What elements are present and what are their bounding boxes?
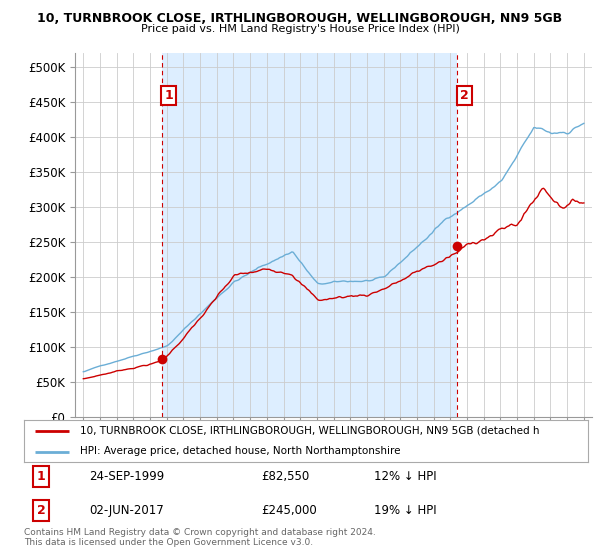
Text: 19% ↓ HPI: 19% ↓ HPI <box>374 504 436 517</box>
Text: £82,550: £82,550 <box>261 470 309 483</box>
Text: 2: 2 <box>460 88 469 102</box>
Text: 2: 2 <box>37 504 45 517</box>
Text: 10, TURNBROOK CLOSE, IRTHLINGBOROUGH, WELLINGBOROUGH, NN9 5GB: 10, TURNBROOK CLOSE, IRTHLINGBOROUGH, WE… <box>37 12 563 25</box>
Text: Price paid vs. HM Land Registry's House Price Index (HPI): Price paid vs. HM Land Registry's House … <box>140 24 460 34</box>
Text: 10, TURNBROOK CLOSE, IRTHLINGBOROUGH, WELLINGBOROUGH, NN9 5GB (detached h: 10, TURNBROOK CLOSE, IRTHLINGBOROUGH, WE… <box>80 426 540 436</box>
Text: £245,000: £245,000 <box>261 504 317 517</box>
Text: 1: 1 <box>164 88 173 102</box>
Text: 12% ↓ HPI: 12% ↓ HPI <box>374 470 436 483</box>
Text: Contains HM Land Registry data © Crown copyright and database right 2024.
This d: Contains HM Land Registry data © Crown c… <box>24 528 376 547</box>
Text: 24-SEP-1999: 24-SEP-1999 <box>89 470 164 483</box>
Text: 1: 1 <box>37 470 45 483</box>
Bar <box>162 53 457 417</box>
Text: HPI: Average price, detached house, North Northamptonshire: HPI: Average price, detached house, Nort… <box>80 446 401 456</box>
Text: 02-JUN-2017: 02-JUN-2017 <box>89 504 164 517</box>
